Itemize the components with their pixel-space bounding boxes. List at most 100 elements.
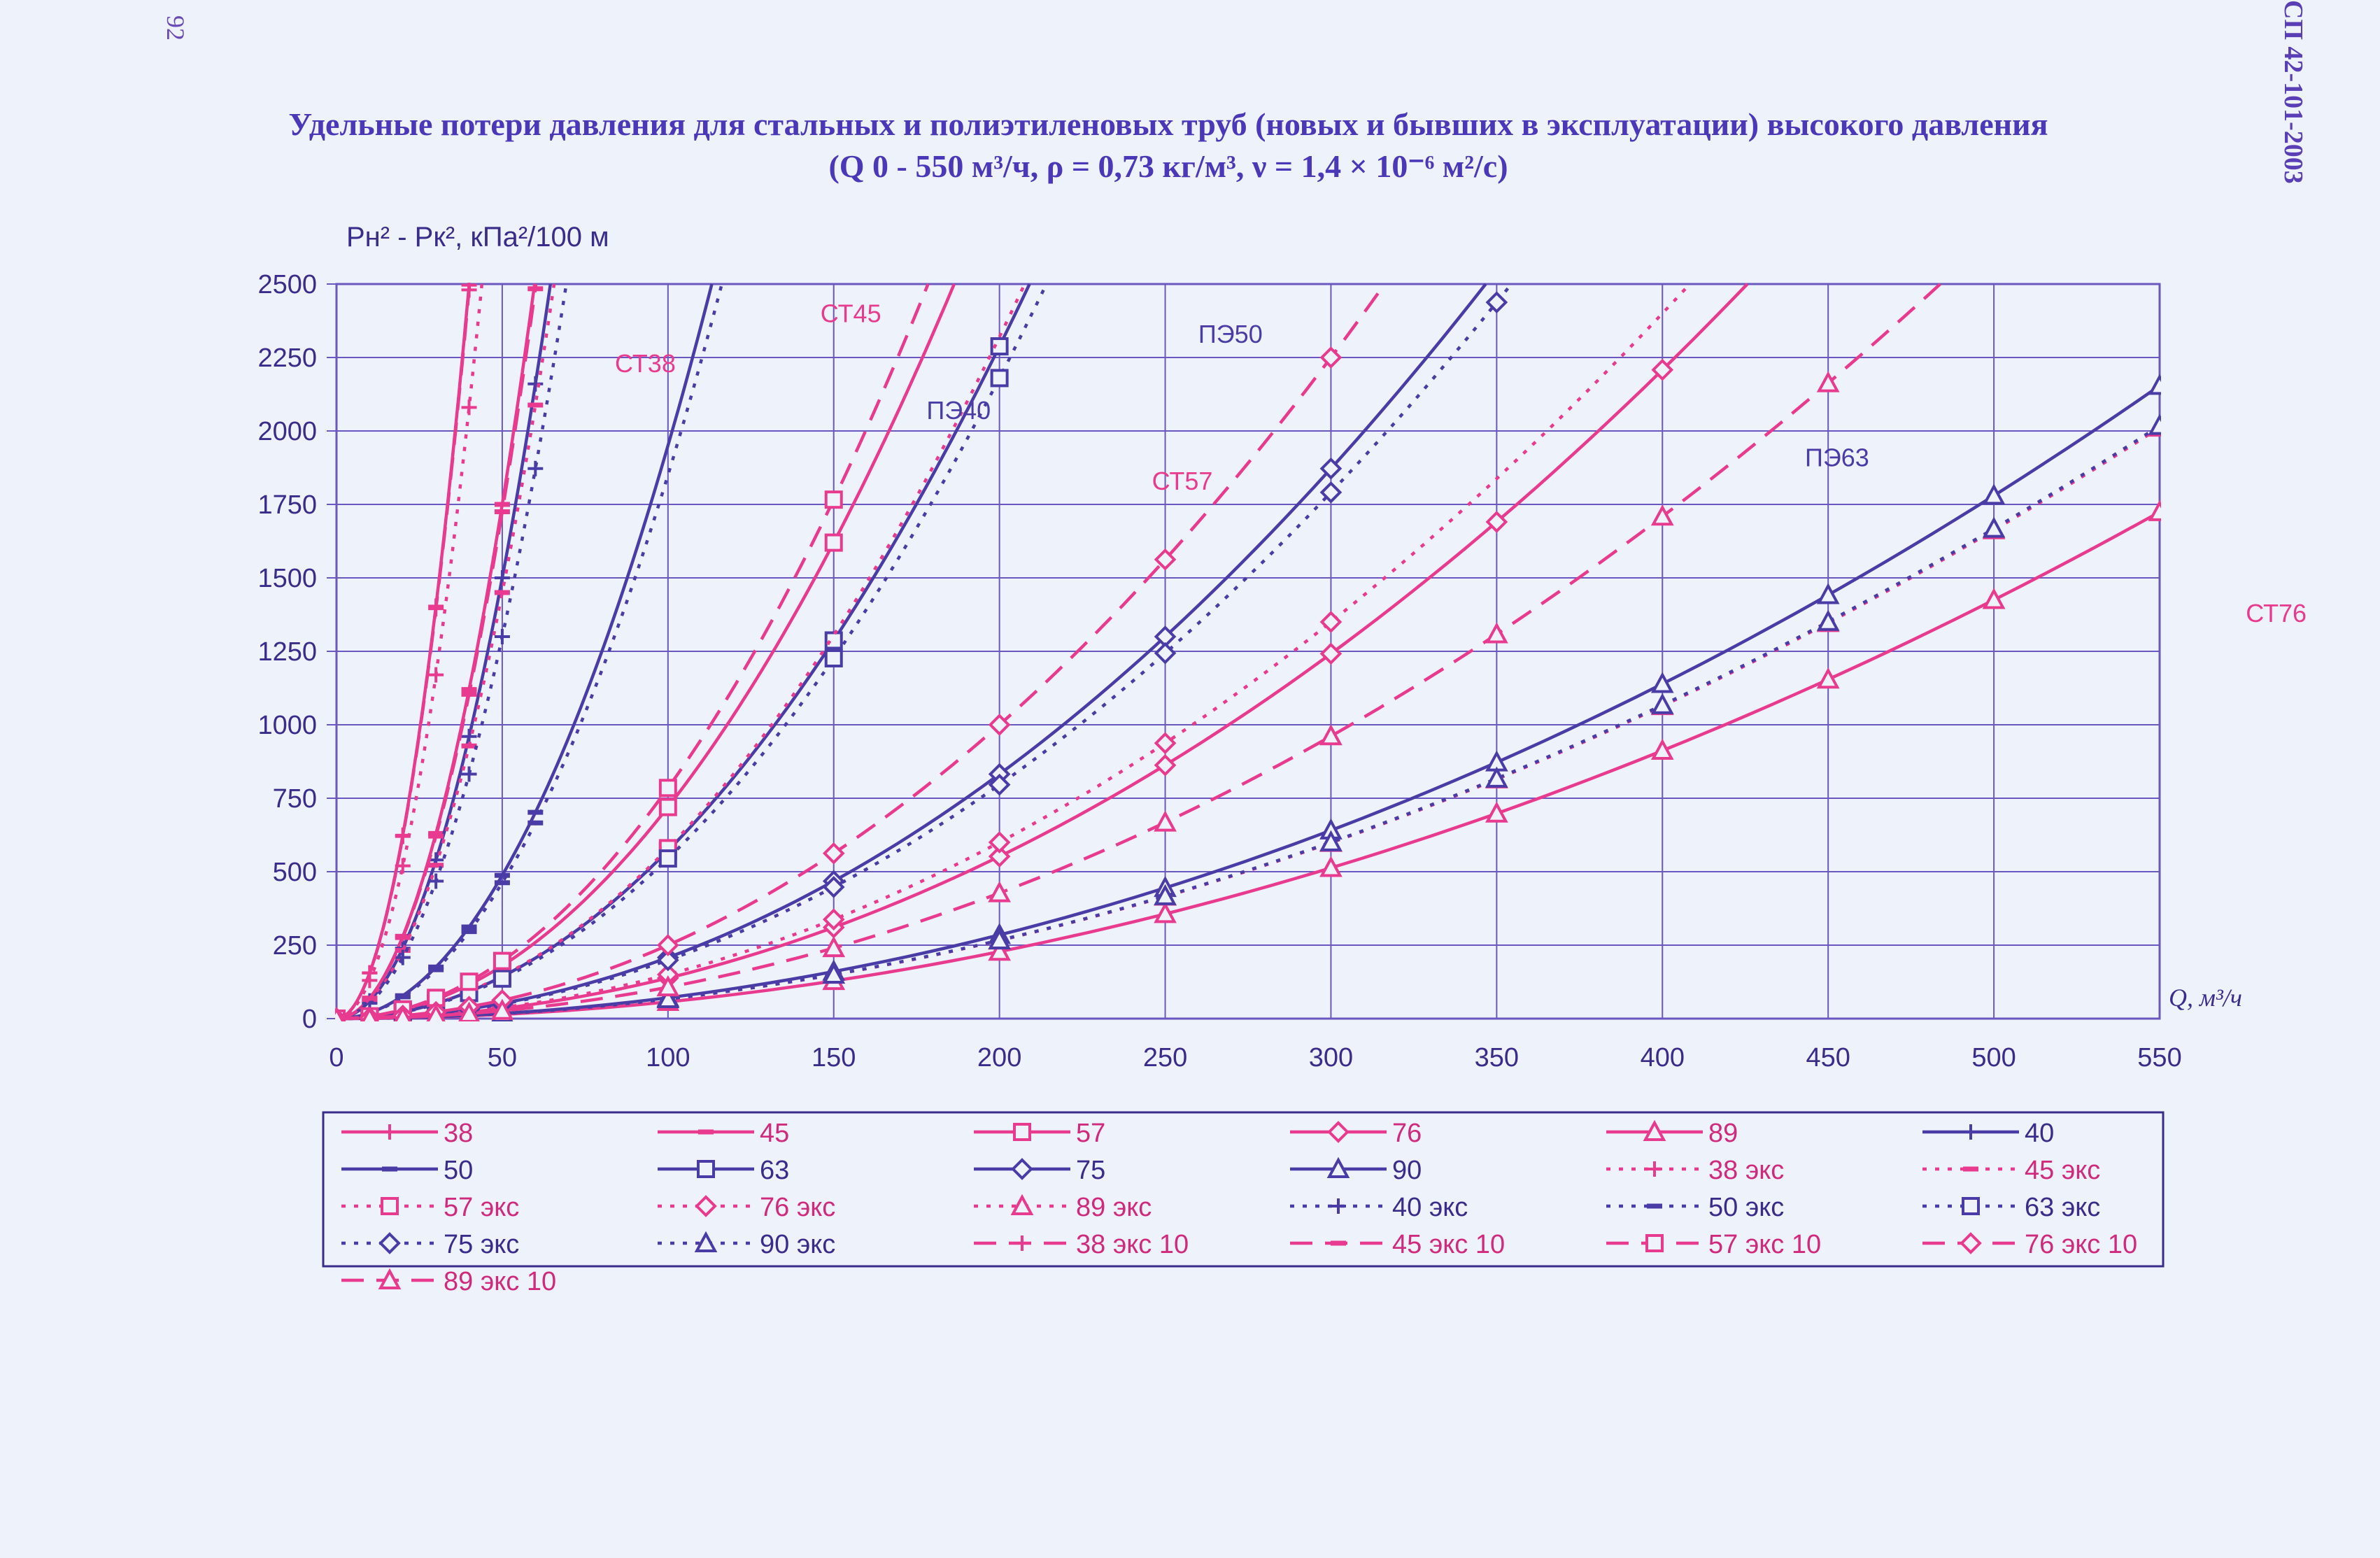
data-point [2148,413,2161,435]
legend-label: 57 экс 10 [1708,1230,1821,1259]
data-point [527,376,544,392]
legend-label: 63 [760,1156,789,1185]
data-point [361,1006,378,1021]
legend-label: 50 [444,1156,473,1185]
legend-label: 89 экс 10 [444,1267,556,1296]
data-point [1651,358,1674,381]
data-point [990,369,1009,388]
data-point [1982,483,2006,505]
data-point [1982,588,2006,609]
data-point [658,779,677,798]
legend-item: 76 экс 10 [1922,1230,2137,1259]
y-tick-label: 1000 [257,711,317,740]
data-point [824,533,843,552]
legend-item: 40 [1922,1119,2054,1148]
data-point [824,631,843,650]
data-point [1650,672,1674,693]
legend-label: 45 [760,1119,789,1148]
x-tick-label: 0 [329,1043,343,1072]
data-point [426,1003,446,1021]
data-point [822,908,845,931]
legend-label: 89 [1708,1119,1738,1148]
legend-label: 57 [1076,1119,1105,1148]
data-point [428,601,444,617]
x-tick-label: 50 [488,1043,517,1072]
axes-layer: 0 50 100 150 200 250 300 350 400 450 500 550 0 250 500… [257,222,2242,1072]
legend-marker [382,1124,397,1140]
data-point [2148,500,2161,521]
data-point [1982,516,2006,538]
series-annotation: ПЭ40 [926,396,991,425]
data-point [988,928,1011,949]
data-point [493,951,511,970]
legend-label: 76 экс [760,1193,835,1222]
data-point [988,845,1011,867]
data-point [395,949,411,965]
series-line [336,283,1749,1021]
y-tick-label: 2250 [257,344,317,373]
data-point [822,842,845,865]
legend-marker [1963,1124,1978,1140]
data-point [428,667,444,683]
x-tick-label: 400 [1641,1043,1685,1072]
data-point [1485,766,1508,788]
data-point [1319,611,1343,633]
legend-marker [1011,1158,1033,1180]
data-point [658,798,677,816]
data-point [1650,504,1674,526]
legend-item: 50 [341,1156,473,1185]
legend-item: 90 [1290,1156,1422,1185]
title-line-2: (Q 0 - 550 м³/ч, ρ = 0,73 кг/м³, ν = 1,4… [828,148,1508,184]
legend-item: 40 экс [1290,1193,1468,1222]
series-annotation: СТ45 [821,299,881,328]
y-tick-label: 1750 [257,490,317,520]
legend-marker [1960,1232,1982,1254]
y-tick-label: 0 [302,1005,317,1034]
series-layer [335,283,2161,1021]
series-line [336,283,472,1021]
legend-label: 38 [444,1119,473,1148]
legend-item: 76 экс [658,1193,835,1222]
legend-label: 38 экс 10 [1076,1230,1189,1259]
data-point [1650,738,1674,760]
data-point [1154,548,1177,571]
series-line [336,283,1692,1021]
y-tick-label: 500 [273,858,317,887]
data-point [460,972,479,991]
x-axis-label: Q, м³/ч [2169,984,2242,1012]
data-point [824,490,843,509]
legend-marker [1326,1156,1350,1178]
legend-item: 90 экс [658,1230,835,1259]
data-point [1154,732,1177,755]
data-point [395,858,411,874]
x-tick-label: 250 [1143,1043,1187,1072]
y-tick-label: 250 [273,931,317,961]
data-point [658,849,677,868]
legend-marker [1014,1235,1030,1251]
data-point [1319,830,1343,851]
legend-item: 57 экс 10 [1606,1230,1821,1259]
legend-marker [381,1197,399,1215]
data-point [1319,724,1343,746]
series-line [336,283,1513,1021]
legend-item: 89 экс 10 [341,1267,556,1296]
legend-box [322,1111,2165,1268]
data-point [1650,693,1674,714]
legend-item: 57 [974,1119,1105,1148]
series-annotation: СТ38 [615,349,676,378]
title-line-1: Удельные потери давления для стальных и … [288,106,2048,142]
data-point [822,876,845,898]
legend-marker [697,1160,715,1178]
legend-item: 45 экс 10 [1290,1230,1505,1259]
x-tick-label: 300 [1309,1043,1353,1072]
legend-label: 63 экс [2025,1193,2100,1222]
series-annotation: СТ57 [1152,467,1213,495]
grid-layer [335,283,2161,1020]
legend-item: 38 [341,1119,473,1148]
data-point [461,283,477,298]
data-point [493,969,511,988]
data-point [1816,583,1840,604]
legend-label: 75 [1076,1156,1105,1185]
y-tick-label: 1500 [257,564,317,593]
